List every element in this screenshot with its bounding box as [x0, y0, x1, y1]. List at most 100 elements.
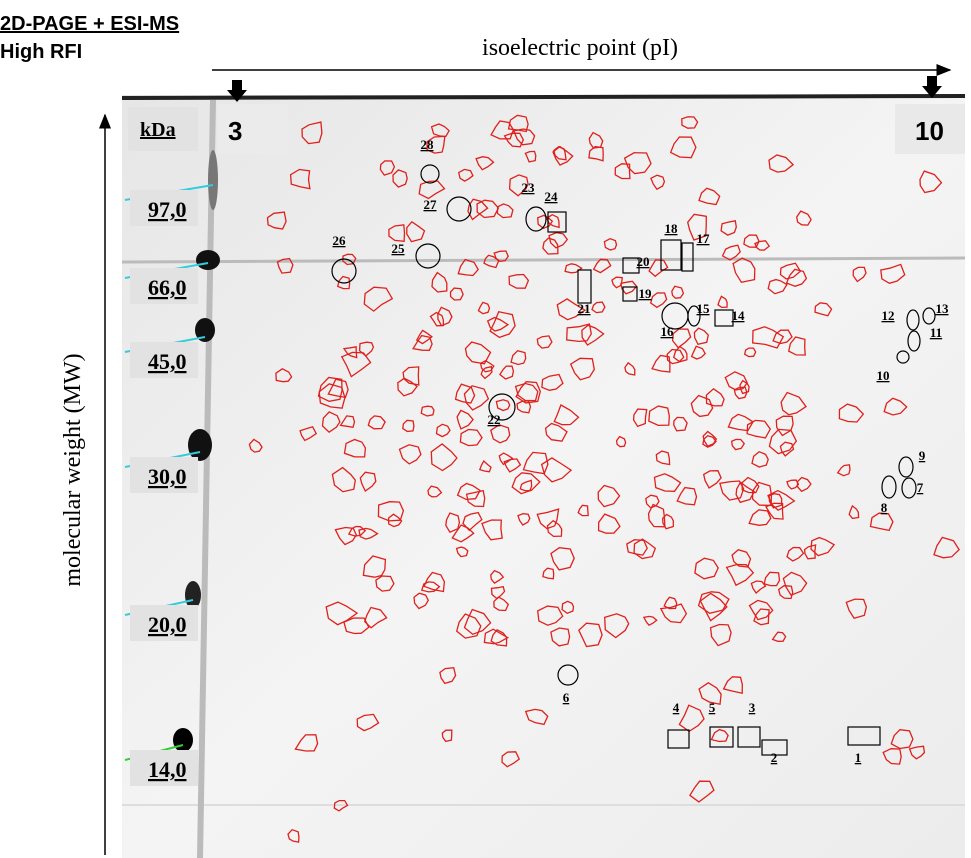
spot-outline	[276, 257, 294, 274]
spot-circle	[906, 309, 920, 331]
spot-outline	[662, 513, 674, 530]
marker-label: 45,0	[148, 349, 187, 374]
spot-label: 13	[936, 301, 950, 316]
spot-outline	[493, 596, 510, 612]
spot-label: 6	[563, 690, 570, 705]
spot-outline	[614, 163, 631, 180]
spot-outline	[650, 174, 666, 191]
spot-box	[622, 286, 638, 302]
spot-label: 9	[919, 448, 926, 463]
marker-box	[130, 605, 198, 641]
spot-outline	[681, 116, 699, 129]
spot-outline	[882, 748, 902, 765]
spot-outline	[883, 397, 908, 416]
spot-box	[622, 257, 640, 274]
spot-label: 27	[424, 197, 438, 212]
spot-outline	[536, 508, 560, 530]
spot-outline	[553, 404, 580, 426]
spot-box	[577, 269, 592, 304]
spot-outline	[420, 581, 441, 593]
pi-end: 10	[915, 116, 944, 146]
spot-outline	[556, 298, 587, 321]
spot-outline	[705, 387, 725, 407]
spot-outline	[626, 539, 648, 556]
spot-outline	[455, 613, 482, 639]
spot-outline	[510, 349, 527, 366]
spot-outline	[702, 434, 717, 448]
spot-outline	[566, 323, 592, 343]
spot-outline	[746, 419, 772, 439]
spot-outline	[515, 381, 541, 404]
spot-outline	[779, 441, 795, 457]
spot-outline	[777, 585, 794, 600]
spot-outline	[486, 316, 510, 332]
spot-outline	[550, 627, 571, 647]
spot-outline	[412, 334, 433, 351]
spot-outline	[301, 121, 323, 145]
spot-outline	[362, 555, 387, 578]
spot-outline	[289, 168, 311, 190]
spot-outline	[512, 128, 536, 146]
spot-outline	[507, 114, 529, 133]
spot-outline	[516, 400, 532, 414]
spot-label: 2	[771, 750, 778, 765]
spot-outline	[503, 132, 525, 148]
spot-outline	[727, 413, 754, 432]
spot-outline	[720, 220, 737, 236]
spot-circle	[331, 258, 357, 284]
spot-outline	[754, 240, 771, 251]
spot-outline	[522, 451, 549, 475]
spot-outline	[537, 605, 564, 626]
spot-outline	[908, 745, 926, 760]
spot-outline	[604, 613, 630, 639]
spot-outline	[430, 443, 458, 472]
spot-circle	[525, 206, 547, 232]
spot-label: 16	[661, 324, 675, 339]
spot-outline	[890, 729, 914, 750]
spot-outline	[748, 599, 774, 621]
spot-outline	[561, 600, 575, 615]
pi-box	[895, 104, 965, 154]
marker-box	[130, 190, 198, 226]
spot-circle	[446, 196, 472, 222]
marker-box	[130, 342, 198, 378]
spot-outline	[544, 422, 568, 442]
marker-box	[130, 457, 198, 493]
spot-circle	[415, 243, 441, 269]
spot-outline	[693, 327, 710, 346]
spot-label: 14	[732, 308, 746, 323]
spot-outline	[490, 424, 511, 444]
spot-outline	[552, 145, 574, 166]
spot-outline	[611, 276, 623, 289]
spot-outline	[398, 444, 422, 465]
spot-outline	[732, 257, 756, 284]
spot-outline	[456, 482, 481, 501]
spot-outline	[603, 237, 618, 251]
spot-label: 20	[637, 254, 650, 269]
spot-outline	[752, 326, 785, 349]
spot-box	[714, 309, 734, 327]
spot-outline	[553, 146, 567, 161]
spot-outline	[550, 547, 575, 571]
spot-outline	[517, 513, 531, 526]
spot-outline	[427, 485, 443, 498]
spot-outline	[786, 546, 805, 562]
spot-outline	[248, 438, 263, 453]
spot-outline	[569, 357, 595, 381]
spot-outline	[541, 373, 564, 391]
spot-outline	[420, 405, 435, 417]
spot-outline	[363, 606, 388, 629]
spot-outline	[779, 262, 802, 280]
marker-label: 14,0	[148, 757, 187, 782]
spot-box	[709, 726, 734, 748]
spot-circle	[557, 664, 579, 686]
spot-outline	[375, 575, 395, 592]
spot-outline	[501, 751, 521, 768]
spot-outline	[499, 365, 515, 380]
spot-outline	[275, 368, 293, 383]
spot-outline	[477, 301, 491, 315]
spot-outline	[588, 131, 604, 149]
spot-outline	[363, 286, 394, 312]
spot-outline	[415, 329, 433, 345]
spot-outline	[724, 371, 748, 391]
